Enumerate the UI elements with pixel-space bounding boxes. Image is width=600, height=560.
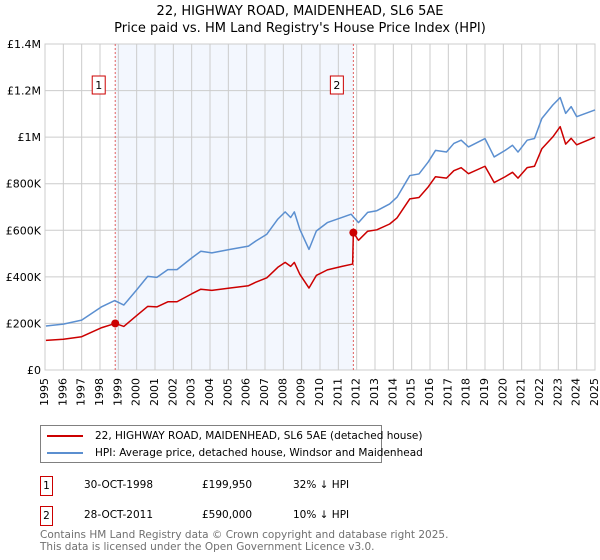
sale-row: 1 30-OCT-1998 £199,950 32% ↓ HPI (40, 476, 600, 496)
x-tick-label: 2016 (423, 378, 436, 406)
legend-label: 22, HIGHWAY ROAD, MAIDENHEAD, SL6 5AE (d… (95, 430, 423, 442)
y-tick-label: £1M (18, 131, 42, 144)
x-tick-label: 1996 (56, 378, 69, 406)
x-tick-label: 2007 (258, 378, 271, 406)
legend-swatch-red (47, 435, 83, 437)
footer-licence: This data is licensed under the Open Gov… (40, 541, 375, 553)
x-tick-label: 2017 (441, 378, 454, 406)
legend-label: HPI: Average price, detached house, Wind… (95, 447, 423, 459)
x-tick-label: 1999 (111, 378, 124, 406)
shaded-ownership-period (115, 44, 354, 370)
sale-price: £590,000 (202, 509, 253, 521)
x-tick-label: 2024 (570, 378, 583, 406)
price-chart: 1995 1996 1997 1998 1999 2000 2001 2002 2003 2004… (6, 38, 600, 406)
x-tick-label: 2011 (331, 378, 344, 406)
chart-legend: 22, HIGHWAY ROAD, MAIDENHEAD, SL6 5AE (d… (40, 425, 423, 463)
x-tick-label: 2000 (130, 378, 143, 406)
x-tick-label: 2025 (588, 378, 600, 406)
sale-marker-box (91, 75, 106, 95)
x-tick-label: 1998 (93, 378, 106, 406)
x-tick-label: 2003 (185, 378, 198, 406)
hpi-line (45, 96, 596, 327)
y-tick-label: £800K (6, 178, 42, 191)
plot-frame (44, 43, 596, 371)
sale-marker-label: 2 (333, 79, 340, 92)
x-tick-label: 2006 (240, 378, 253, 406)
footer-copyright: Contains HM Land Registry data © Crown c… (40, 529, 449, 541)
x-tick-label: 2005 (221, 378, 234, 406)
x-tick-label: 2013 (368, 378, 381, 406)
x-tick-label: 2020 (496, 378, 509, 406)
x-tick-label: 1995 (38, 378, 51, 406)
x-tick-label: 2019 (478, 378, 491, 406)
x-tick-label: 2015 (405, 378, 418, 406)
x-tick-label: 2001 (148, 378, 161, 406)
sale-row: 2 28-OCT-2011 £590,000 10% ↓ HPI (40, 506, 600, 526)
x-tick-label: 2012 (350, 378, 363, 406)
x-tick-label: 2022 (533, 378, 546, 406)
x-tick-label: 1997 (75, 378, 88, 406)
chart-title: 22, HIGHWAY ROAD, MAIDENHEAD, SL6 5AE Pr… (0, 3, 600, 37)
sale-marker-label: 1 (95, 79, 102, 92)
chart-subtitle: Price paid vs. HM Land Registry's House … (114, 21, 486, 36)
x-tick-label: 2008 (276, 378, 289, 406)
sale-marker-badge: 2 (40, 506, 53, 526)
y-tick-label: £200K (6, 317, 42, 330)
legend-item-hpi: HPI: Average price, detached house, Wind… (47, 445, 423, 461)
sale-date: 28-OCT-2011 (84, 509, 153, 521)
x-tick-label: 2002 (166, 378, 179, 406)
x-tick-label: 2004 (203, 378, 216, 406)
sale-hpi-diff: 10% ↓ HPI (293, 509, 350, 521)
chart-title-address: 22, HIGHWAY ROAD, MAIDENHEAD, SL6 5AE (156, 4, 444, 19)
sale-point (349, 228, 358, 237)
y-tick-label: £0 (27, 364, 41, 377)
y-tick-label: £1.2M (7, 85, 41, 98)
sale-point (111, 319, 120, 328)
x-tick-label: 2018 (460, 378, 473, 406)
x-tick-label: 2009 (295, 378, 308, 406)
property-price-line (45, 125, 596, 342)
sale-marker-badge: 1 (40, 476, 53, 496)
y-tick-label: £1.4M (7, 38, 41, 51)
y-tick-label: £600K (6, 224, 42, 237)
y-tick-label: £400K (6, 271, 42, 284)
sale-hpi-diff: 32% ↓ HPI (293, 479, 350, 491)
sale-marker-box (329, 75, 344, 95)
footer: Contains HM Land Registry data © Crown c… (40, 529, 448, 553)
legend-swatch-blue (47, 452, 83, 454)
sale-price: £199,950 (202, 479, 253, 491)
x-tick-label: 2014 (386, 378, 399, 406)
x-tick-label: 2021 (515, 378, 528, 406)
x-tick-label: 2010 (313, 378, 326, 406)
legend-item-property: 22, HIGHWAY ROAD, MAIDENHEAD, SL6 5AE (d… (47, 428, 422, 444)
x-tick-label: 2023 (551, 378, 564, 406)
sale-date: 30-OCT-1998 (84, 479, 153, 491)
